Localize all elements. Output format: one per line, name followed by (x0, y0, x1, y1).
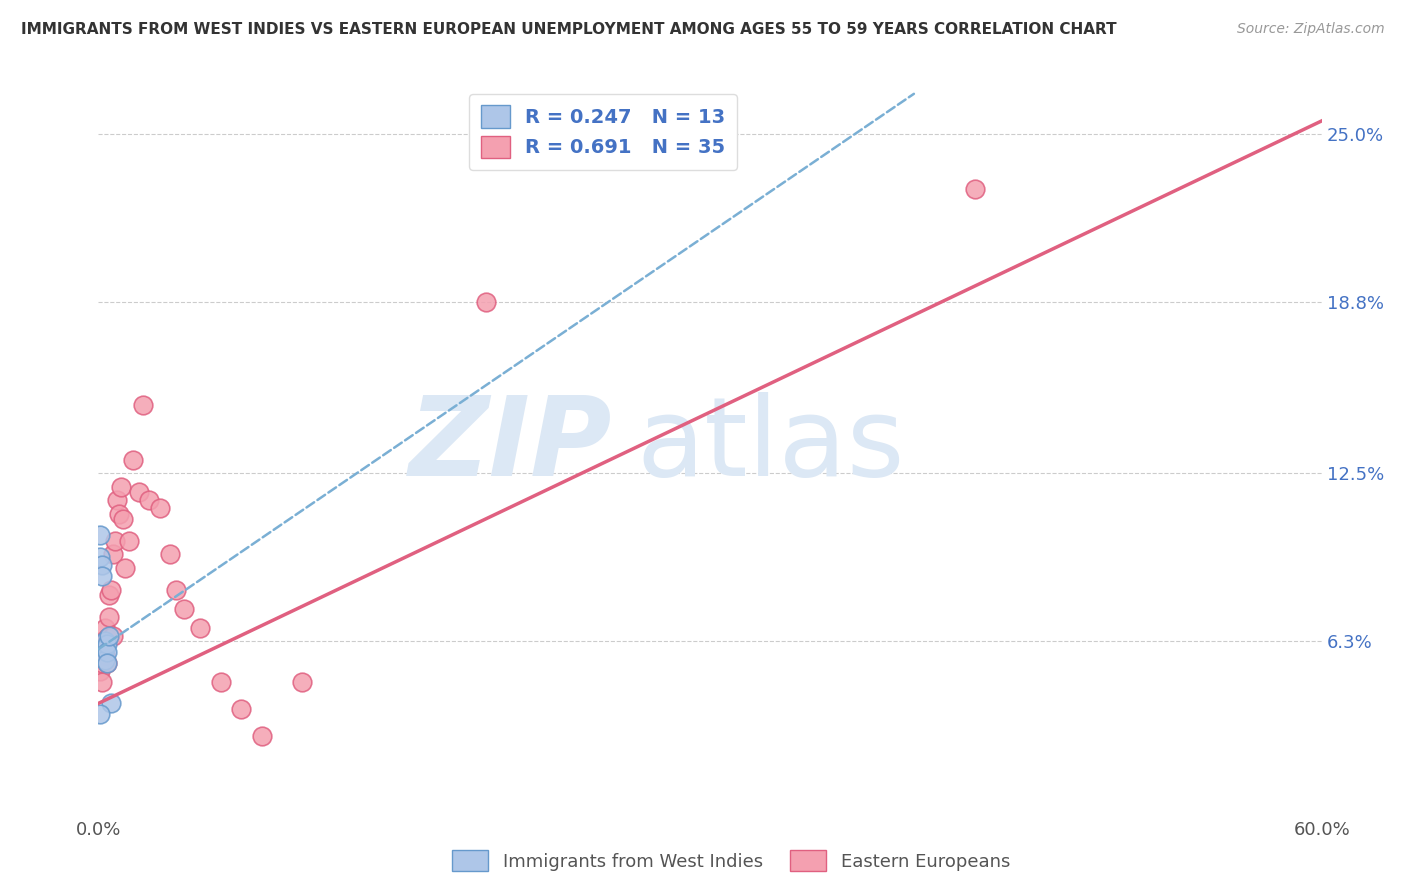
Point (89, 664, 111, 678)
Point (165, 582, 187, 597)
Point (93, 653, 115, 667)
Point (91, 642, 114, 657)
Point (89, 528, 111, 542)
Point (104, 533, 127, 548)
Point (93, 648, 115, 662)
Text: Source: ZipAtlas.com: Source: ZipAtlas.com (1237, 22, 1385, 37)
Point (97, 609, 120, 624)
Point (96, 645, 118, 659)
Point (173, 601, 195, 615)
Point (159, 547, 181, 561)
Point (149, 501, 172, 516)
Text: IMMIGRANTS FROM WEST INDIES VS EASTERN EUROPEAN UNEMPLOYMENT AMONG AGES 55 TO 59: IMMIGRANTS FROM WEST INDIES VS EASTERN E… (21, 22, 1116, 37)
Point (101, 547, 124, 561)
Point (114, 561, 136, 575)
Point (100, 582, 122, 597)
Point (97, 629, 120, 643)
Point (132, 398, 155, 412)
Point (188, 620, 212, 634)
Point (128, 485, 150, 500)
Point (96, 656, 118, 670)
Point (97, 588, 120, 602)
Point (110, 480, 132, 494)
Point (108, 507, 131, 521)
Point (93, 620, 115, 634)
Point (291, 674, 314, 689)
Point (93, 642, 115, 657)
Point (91, 656, 114, 670)
Point (91, 674, 114, 689)
Legend: R = 0.247   N = 13, R = 0.691   N = 35: R = 0.247 N = 13, R = 0.691 N = 35 (470, 94, 737, 169)
Point (965, 181, 987, 195)
Point (231, 702, 253, 716)
Point (96, 656, 118, 670)
Point (122, 452, 145, 467)
Point (93, 634, 115, 648)
Point (96, 637, 118, 651)
Point (209, 674, 232, 689)
Point (100, 697, 122, 711)
Text: ZIP: ZIP (409, 392, 612, 500)
Point (101, 629, 124, 643)
Point (250, 729, 273, 743)
Point (89, 550, 111, 565)
Point (474, 295, 498, 310)
Point (91, 558, 114, 573)
Point (96, 632, 118, 646)
Legend: Immigrants from West Indies, Eastern Europeans: Immigrants from West Indies, Eastern Eur… (446, 843, 1017, 879)
Point (138, 493, 160, 508)
Point (105, 493, 128, 508)
Point (89, 707, 111, 722)
Point (111, 512, 134, 526)
Point (118, 533, 141, 548)
Point (91, 569, 114, 583)
Text: atlas: atlas (637, 392, 905, 500)
